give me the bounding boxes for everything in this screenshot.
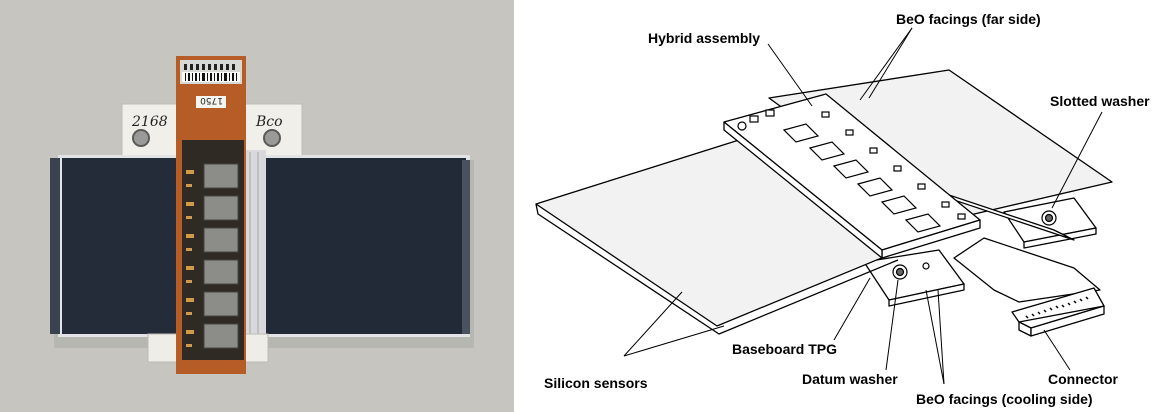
sensor-left — [62, 158, 186, 334]
hybrid-tag — [196, 96, 226, 108]
sensor-right — [266, 158, 466, 334]
connector-pins — [1025, 296, 1089, 319]
washer-right — [263, 129, 281, 147]
hybrid-datum-hole — [737, 121, 747, 131]
label-slotted-washer: Slotted washer — [1050, 93, 1150, 109]
module-number-right: Bco — [255, 114, 283, 130]
leader-lines — [623, 27, 1103, 385]
svg-text:1750: 1750 — [200, 95, 223, 105]
alignment-hole — [922, 262, 930, 270]
readout-chips — [203, 163, 239, 349]
baseboard-strip — [244, 150, 266, 340]
hybrid-chips — [749, 109, 966, 233]
label-silicon-sensors: Silicon sensors — [544, 375, 648, 391]
washer-left — [132, 129, 150, 147]
module-line-drawing: BeO facings (far side) Hybrid assembly S… — [535, 11, 1150, 407]
flex-cable — [953, 237, 1101, 303]
module-number-left: 2168 — [131, 114, 168, 130]
label-beo-cooling: BeO facings (cooling side) — [916, 391, 1093, 407]
label-hybrid-assembly: Hybrid assembly — [648, 30, 760, 46]
label-connector: Connector — [1048, 371, 1119, 387]
label-baseboard-tpg: Baseboard TPG — [732, 341, 837, 357]
module-photo: 2168 Bco 1750 — [0, 0, 514, 412]
label-beo-far: BeO facings (far side) — [896, 11, 1041, 27]
label-datum-washer: Datum washer — [802, 371, 898, 387]
